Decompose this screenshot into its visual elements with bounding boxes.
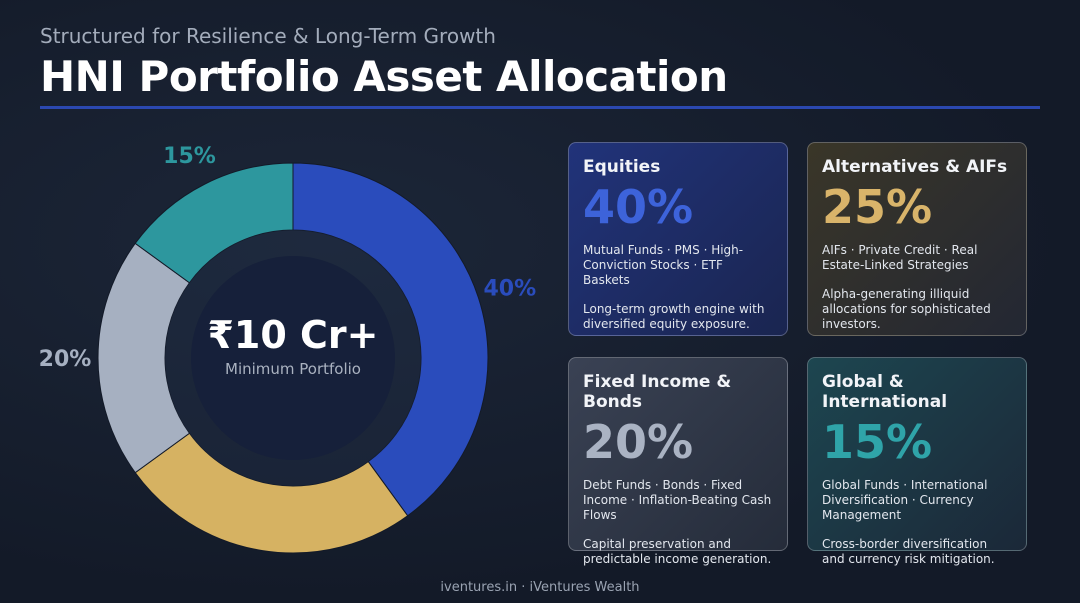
center-value: ₹10 Cr+ — [207, 313, 378, 357]
card-percent: 40% — [583, 180, 694, 234]
card-description: Alpha-generating illiquid allocations fo… — [822, 287, 991, 331]
donut-chart: ₹10 Cr+ Minimum Portfolio 40%25%20%15% — [39, 144, 537, 554]
card-title: Equities — [583, 157, 661, 177]
divider — [40, 106, 1040, 109]
card-percent: 20% — [583, 415, 694, 469]
title: HNI Portfolio Asset Allocation — [40, 52, 728, 101]
card-title: Fixed Income & Bonds — [583, 372, 732, 412]
card-details: Debt Funds · Bonds · Fixed Income · Infl… — [583, 478, 772, 522]
card-description: Cross-border diversification and currenc… — [822, 537, 995, 566]
center-disc — [191, 256, 395, 460]
card-title: Global & International — [822, 372, 948, 412]
card-details: Global Funds · International Diversifica… — [822, 478, 988, 522]
donut-slice — [134, 162, 294, 284]
donut-slice — [134, 432, 409, 554]
card-details: Mutual Funds · PMS · High-Conviction Sto… — [583, 243, 744, 287]
card-description: Capital preservation and predictable inc… — [583, 537, 772, 566]
allocation-card: Fixed Income & Bonds 20% Debt Funds · Bond… — [568, 357, 788, 566]
allocation-card: Equities 40% Mutual Funds · PMS · High-Con… — [568, 142, 788, 336]
subtitle: Structured for Resilience & Long-Term Gr… — [40, 24, 496, 48]
card-title: Alternatives & AIFs — [822, 157, 1008, 177]
donut-slice — [292, 162, 489, 517]
card-percent: 15% — [822, 415, 933, 469]
card-description: Long-term growth engine with diversified… — [583, 302, 765, 331]
slice-label: 20% — [39, 347, 92, 372]
card-details: AIFs · Private Credit · Real Estate-Link… — [822, 243, 978, 272]
center-label: Minimum Portfolio — [225, 360, 361, 378]
allocation-card: Alternatives & AIFs 25% AIFs · Private Cre… — [807, 142, 1027, 336]
allocation-card: Global & International 15% Global Funds · … — [807, 357, 1027, 566]
slice-label: 15% — [163, 144, 216, 169]
slice-label: 40% — [484, 277, 537, 302]
card-percent: 25% — [822, 180, 933, 234]
footer: iventures.in · iVentures Wealth — [440, 580, 640, 595]
